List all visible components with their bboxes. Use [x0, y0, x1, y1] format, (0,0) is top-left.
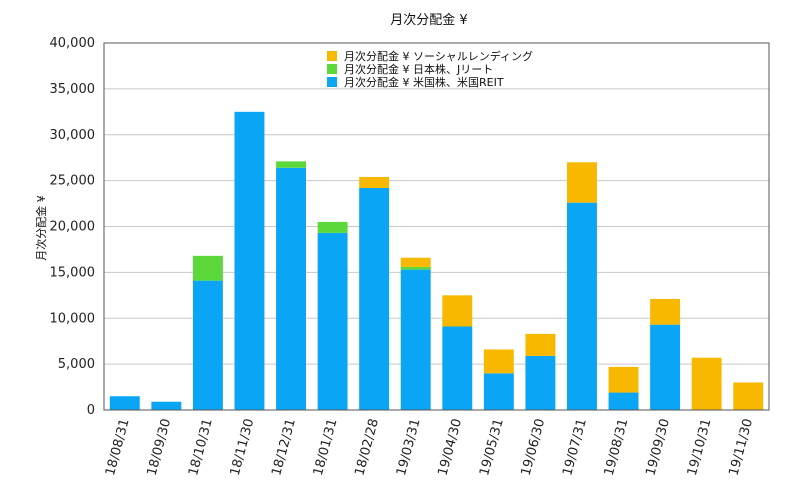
- legend-swatch: [327, 64, 337, 74]
- bar-segment: [567, 162, 597, 203]
- bar-segment: [151, 401, 182, 410]
- x-tick-label: 18/09/30: [145, 417, 175, 477]
- bar-segment: [317, 221, 348, 233]
- bar-segment: [400, 266, 431, 270]
- bar-segment: [400, 257, 431, 267]
- x-tick-label: 18/01/31: [311, 417, 341, 477]
- y-tick-label: 10,000: [50, 311, 96, 326]
- x-tick-label: 18/08/31: [103, 417, 133, 477]
- y-tick-label: 35,000: [50, 82, 96, 97]
- legend-swatch: [327, 77, 337, 87]
- x-tick-label: 19/05/31: [477, 417, 507, 477]
- bar-segment: [192, 280, 223, 410]
- y-tick-label: 30,000: [50, 128, 96, 143]
- x-tick-label: 19/09/30: [643, 417, 673, 477]
- x-tick-label: 19/03/31: [394, 417, 424, 477]
- bar-segment: [276, 161, 306, 168]
- legend-label: 月次分配金 ¥ ソーシャルレンディング: [344, 49, 533, 63]
- legend-label: 月次分配金 ¥ 日本株、Jリート: [344, 62, 493, 76]
- x-tick-label: 19/07/31: [560, 417, 590, 477]
- plot-frame: [103, 42, 770, 411]
- x-tick-label: 19/04/30: [436, 417, 466, 477]
- y-axis-label: 月次分配金 ¥: [34, 195, 48, 261]
- bar-segment: [359, 187, 390, 410]
- x-tick-label: 19/06/30: [519, 417, 549, 477]
- legend-swatch: [327, 51, 337, 61]
- bar-segment: [525, 333, 556, 356]
- bar-segment: [733, 382, 764, 410]
- x-tick-label: 19/11/30: [726, 417, 756, 477]
- bar-segment: [608, 392, 639, 410]
- bar-segment: [234, 111, 265, 410]
- bar-segment: [483, 349, 514, 374]
- bar-segment: [691, 357, 722, 410]
- bar-segment: [317, 232, 348, 410]
- bar-segment: [608, 366, 639, 393]
- bar-segment: [359, 176, 390, 188]
- y-tick-label: 15,000: [50, 265, 96, 280]
- bar-segment: [442, 295, 473, 327]
- bar-segment: [276, 167, 306, 410]
- bar-segment: [650, 324, 681, 410]
- chart-title: 月次分配金 ¥: [390, 12, 467, 28]
- y-tick-label: 0: [87, 403, 95, 418]
- bar-segment: [483, 373, 514, 410]
- bar-segment: [650, 298, 681, 325]
- y-tick-label: 20,000: [50, 220, 96, 235]
- y-axis-ticks: 0 5,000 10,000 15,000 20,000 25,000 30,000 35,0…: [50, 36, 96, 418]
- x-tick-label: 18/02/28: [352, 417, 382, 477]
- bar-segment: [400, 269, 431, 410]
- x-axis-ticks: 18/08/31 18/09/30 18/10/31 18/11/30 18/12/31…: [103, 417, 756, 477]
- bar-segment: [567, 202, 597, 410]
- bar-segment: [109, 396, 140, 410]
- y-tick-label: 25,000: [50, 174, 96, 189]
- legend-label: 月次分配金 ¥ 米国株、米国REIT: [344, 75, 504, 89]
- x-tick-label: 19/10/31: [685, 417, 715, 477]
- bar-segment: [442, 326, 473, 410]
- y-tick-label: 40,000: [50, 36, 96, 51]
- bars: [109, 111, 764, 410]
- x-tick-label: 18/10/31: [186, 417, 216, 477]
- x-tick-label: 18/11/30: [228, 417, 258, 477]
- x-tick-label: 19/08/31: [602, 417, 632, 477]
- bar-segment: [192, 255, 223, 281]
- x-tick-label: 18/12/31: [269, 417, 299, 477]
- y-tick-label: 5,000: [58, 357, 95, 372]
- bar-segment: [525, 355, 556, 410]
